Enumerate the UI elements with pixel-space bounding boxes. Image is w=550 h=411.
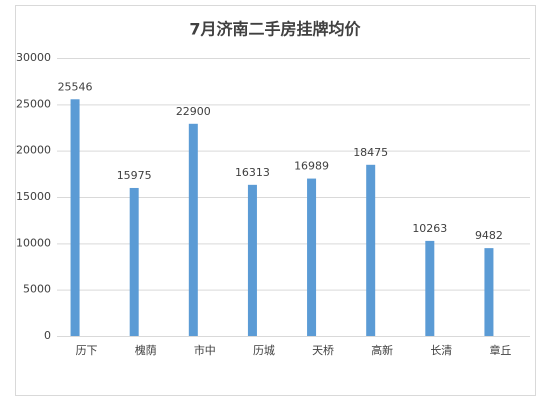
bar [247,184,257,336]
y-tick-label: 25000 [16,97,51,110]
value-label: 16313 [235,166,270,179]
bar [307,178,317,336]
bar [129,187,139,336]
value-label: 16989 [294,160,329,173]
x-tick-label: 高新 [371,343,393,357]
bar [70,99,80,336]
x-tick-label: 市中 [194,343,216,357]
x-tick-label: 天桥 [312,344,334,357]
value-label: 22900 [176,105,211,118]
x-tick-label: 长清 [430,344,452,357]
bar [366,164,376,336]
bar [188,123,198,336]
value-label: 15975 [117,169,152,182]
chart-title: 7月济南二手房挂牌均价 [189,20,361,39]
bar [425,240,435,336]
y-tick-label: 5000 [23,283,51,296]
y-tick-label: 20000 [16,144,51,157]
y-tick-label: 15000 [16,190,51,203]
value-label: 25546 [58,80,93,93]
x-tick-label: 槐荫 [135,343,157,357]
x-tick-label: 章丘 [489,343,511,357]
y-tick-label: 30000 [16,51,51,64]
value-label: 18475 [353,146,388,159]
chart-frame [15,5,536,396]
x-tick-label: 历城 [253,344,275,357]
value-label: 10263 [412,222,447,235]
y-tick-label: 10000 [16,236,51,249]
y-tick-label: 0 [44,329,51,342]
bar [484,248,494,336]
x-tick-label: 历下 [76,344,98,357]
value-label: 9482 [475,229,503,242]
